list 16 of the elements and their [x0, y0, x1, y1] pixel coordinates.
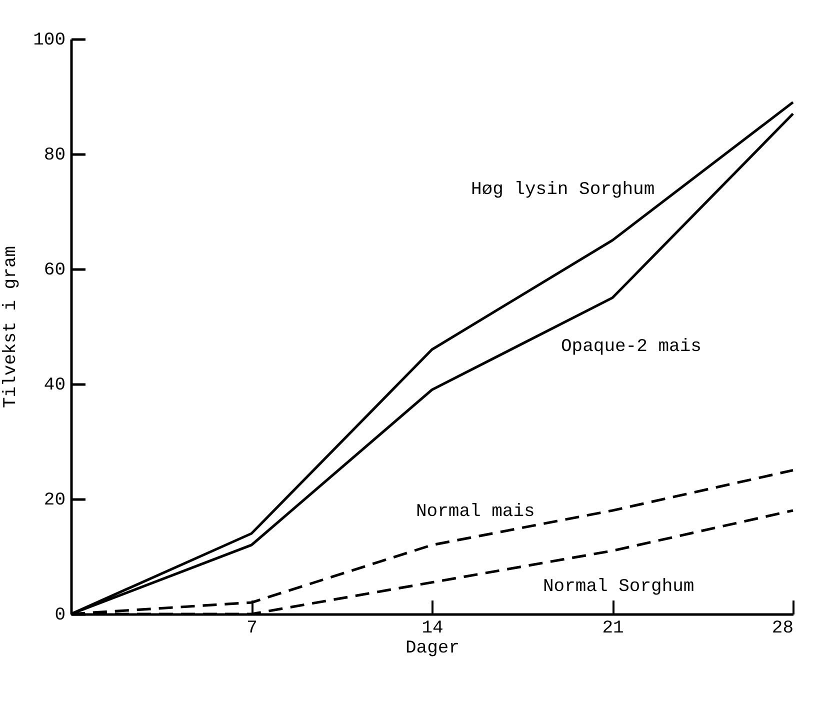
series-label: Normal mais — [416, 502, 535, 522]
y-tick-label: 0 — [54, 606, 66, 626]
x-tick-label: 7 — [246, 618, 258, 638]
series-label: Normal Sorghum — [543, 577, 694, 597]
series-label: Opaque-2 mais — [561, 337, 702, 357]
x-tick-label: 21 — [602, 618, 624, 638]
x-axis-title: Dager — [405, 638, 460, 658]
x-tick-label: 28 — [772, 618, 794, 638]
y-axis-title: Tilvekst i gram — [1, 246, 22, 408]
y-tick-label: 80 — [44, 146, 66, 166]
y-tick-label: 60 — [44, 260, 66, 280]
y-tick-label: 20 — [44, 490, 66, 510]
x-tick-label: 14 — [422, 618, 444, 638]
y-tick-label: 100 — [33, 30, 66, 50]
y-tick-label: 40 — [44, 376, 66, 396]
series-label: Høg lysin Sorghum — [471, 180, 655, 200]
